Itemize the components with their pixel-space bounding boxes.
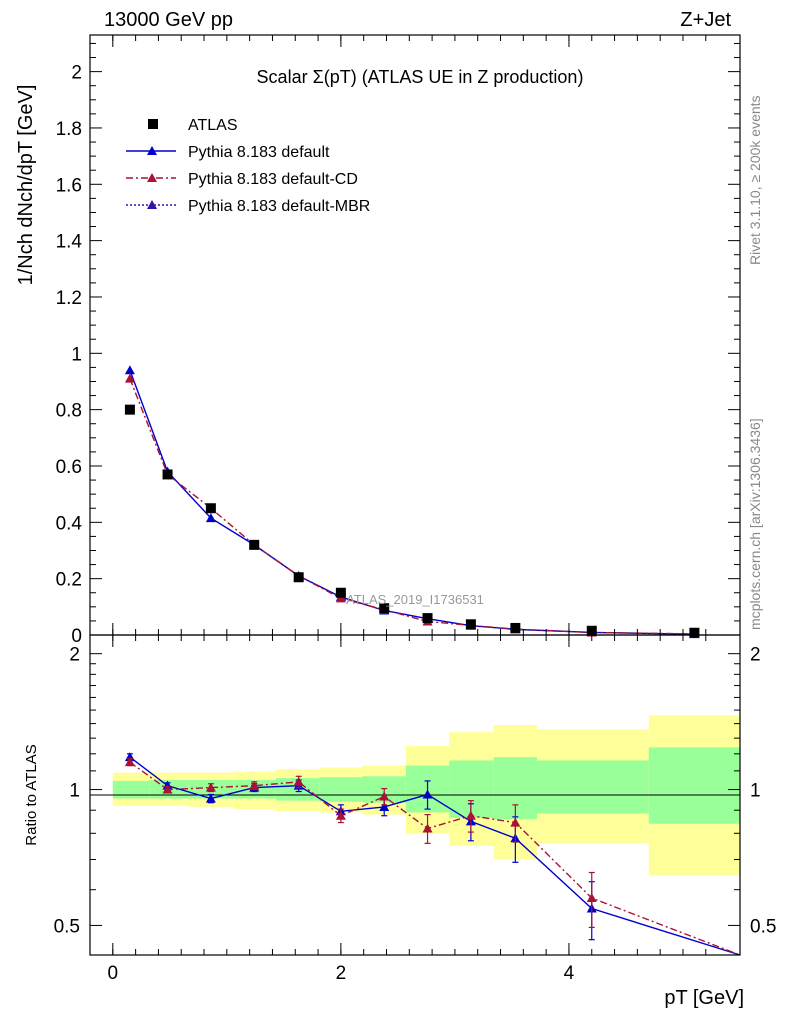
ratio-marker <box>422 789 433 799</box>
watermark: ATLAS_2019_I1736531 <box>346 592 484 607</box>
ratio-marker <box>124 757 135 767</box>
main-title: Scalar Σ(pT) (ATLAS UE in Z production) <box>257 67 584 87</box>
legend-label: Pythia 8.183 default-MBR <box>188 198 370 215</box>
y-tick-label: 1.6 <box>56 175 82 196</box>
legend-marker <box>147 200 157 209</box>
rivet-label: Rivet 3.1.10, ≥ 200k events <box>747 95 763 265</box>
atlas-data-point <box>689 627 700 638</box>
ratio-marker <box>422 823 433 833</box>
y-tick-label: 1.2 <box>56 288 82 309</box>
main-y-axis-label: 1/Nch dNch/dpT [GeV] <box>15 85 37 286</box>
uncertainty-band-green <box>648 747 740 824</box>
legend-label: ATLAS <box>188 117 238 134</box>
ratio-marker <box>293 776 304 786</box>
ratio-marker <box>379 791 390 801</box>
ratio-marker <box>465 810 476 820</box>
x-tick-label: 4 <box>564 963 575 984</box>
ratio-marker <box>162 784 173 794</box>
legend-marker <box>147 146 157 155</box>
ratio-panel: 0.5 0.5 1 1 2 2 0 2 4 Ratio to ATLAS pT [GeV] <box>23 634 776 1009</box>
ratio-y-tick-label: 0.5 <box>54 916 80 937</box>
y-tick-label: 1 <box>71 344 82 365</box>
process-label: Z+Jet <box>680 9 731 31</box>
legend-marker-atlas <box>148 119 158 129</box>
y-tick-label: 0.4 <box>56 513 83 534</box>
ratio-line-pythia-8-183-default <box>129 756 741 956</box>
atlas-data-point <box>379 603 390 614</box>
legend: ATLAS Pythia 8.183 default Pythia 8.183 de… <box>126 117 370 215</box>
ratio-y-tick-label-right: 1 <box>750 781 761 802</box>
atlas-data-point <box>249 539 260 550</box>
uncertainty-band-green <box>112 780 150 799</box>
main-panel: Scalar Σ(pT) (ATLAS UE in Z production) … <box>15 34 741 647</box>
atlas-data-point <box>162 469 173 480</box>
ratio-y-tick-label: 2 <box>69 645 80 666</box>
y-tick-label: 1.4 <box>56 232 83 253</box>
atlas-data-point <box>510 622 521 633</box>
y-tick-label: 1.8 <box>56 119 82 140</box>
atlas-data-point <box>293 572 304 583</box>
atlas-data-point <box>205 503 216 514</box>
x-tick-label: 0 <box>108 963 119 984</box>
x-axis-label: pT [GeV] <box>664 987 744 1009</box>
y-tick-label: 0.8 <box>56 401 82 422</box>
series-marker <box>124 365 135 375</box>
uncertainty-band-green <box>537 760 649 814</box>
ratio-marker <box>335 810 346 820</box>
energy-label: 13000 GeV pp <box>104 9 233 31</box>
series-line-pythia-8-183-default <box>129 369 695 635</box>
ratio-y-tick-label-right: 2 <box>750 645 761 666</box>
series-marker <box>335 593 346 603</box>
mcplots-label: mcplots.cern.ch [arXiv:1306.3436] <box>747 418 763 630</box>
ratio-marker <box>205 782 216 792</box>
y-tick-label: 2 <box>71 63 82 84</box>
ratio-marker <box>205 793 216 803</box>
uncertainty-band-green <box>319 777 363 802</box>
atlas-data-point <box>422 613 433 624</box>
ratio-marker <box>510 817 521 827</box>
ratio-line-pythia-8-183-default-cd <box>129 761 741 956</box>
ratio-plot-frame <box>89 634 741 956</box>
y-tick-label: 0.6 <box>56 457 82 478</box>
x-tick-label: 2 <box>336 963 347 984</box>
y-tick-label: 0.2 <box>56 570 82 591</box>
series-marker <box>124 373 135 383</box>
legend-marker <box>147 173 157 182</box>
ratio-y-tick-label: 1 <box>69 781 80 802</box>
atlas-data-point <box>124 404 135 415</box>
atlas-data-point <box>465 619 476 630</box>
ratio-marker <box>586 893 597 903</box>
ratio-marker <box>379 801 390 811</box>
legend-label: Pythia 8.183 default <box>188 144 330 161</box>
ratio-marker <box>249 780 260 790</box>
legend-label: Pythia 8.183 default-CD <box>188 171 358 188</box>
atlas-data-point <box>335 587 346 598</box>
series-marker <box>205 513 216 523</box>
ratio-y-tick-label-right: 0.5 <box>750 916 776 937</box>
y-tick-label: 0 <box>71 626 82 647</box>
ratio-y-axis-label: Ratio to ATLAS <box>23 744 40 845</box>
